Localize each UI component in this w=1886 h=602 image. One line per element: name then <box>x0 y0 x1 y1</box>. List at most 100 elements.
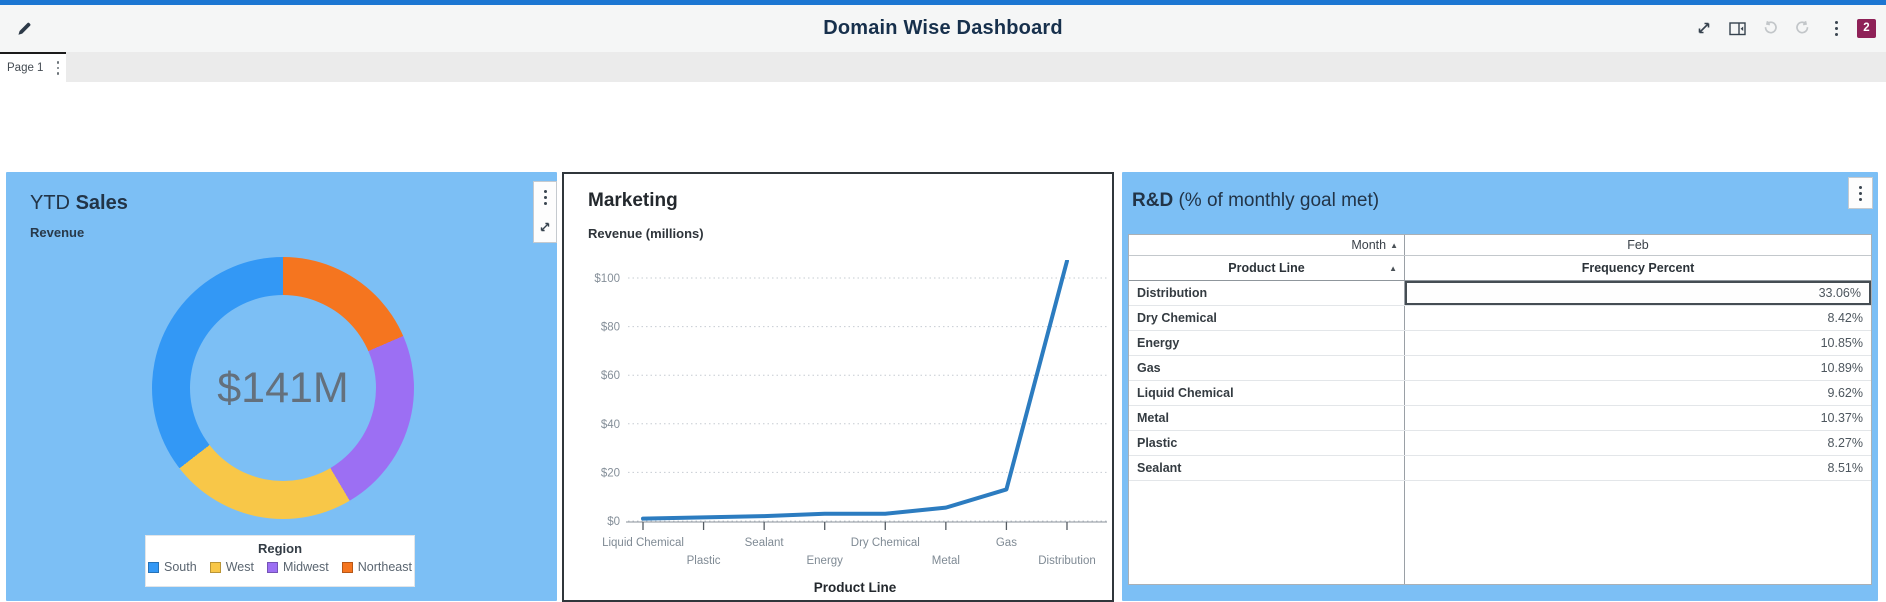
column-header-row: Product Line ▲ Frequency Percent <box>1129 256 1871 281</box>
tab-menu-icon[interactable] <box>56 61 59 75</box>
marketing-panel[interactable]: Marketing Revenue (millions) $0 $20 $40 $60… <box>562 172 1114 602</box>
rnd-crosstab-table: Month ▲ Feb Product Line ▲ Frequency Per… <box>1128 234 1872 585</box>
region-legend: Region South West Midwest Northeast <box>145 535 415 587</box>
product-cell[interactable]: Gas <box>1129 356 1406 380</box>
donut-hole: $141M <box>190 295 376 481</box>
rnd-panel-menu-button[interactable] <box>1852 184 1870 202</box>
x-category-label: Distribution <box>1038 555 1096 567</box>
redo-icon <box>1796 21 1809 34</box>
pencil-icon <box>17 22 31 35</box>
rnd-panel: R&D (% of monthly goal met) Month ▲ Feb … <box>1122 172 1878 601</box>
month-value-cell[interactable]: Feb <box>1405 235 1871 255</box>
ytd-panel-title: YTD Sales <box>30 192 128 215</box>
value-cell[interactable]: 8.42% <box>1827 311 1863 325</box>
rnd-panel-toolbar <box>1848 177 1873 209</box>
legend-swatch <box>341 561 353 573</box>
ytd-panel-expand-button[interactable] <box>536 218 554 236</box>
value-cell[interactable]: 10.89% <box>1820 361 1863 375</box>
table-row[interactable]: Metal 10.37% <box>1129 406 1871 431</box>
table-row[interactable]: Distribution 33.06% <box>1129 281 1871 306</box>
sort-asc-icon: ▲ <box>1389 263 1398 273</box>
maximize-button[interactable] <box>1692 16 1716 40</box>
legend-item-northeast[interactable]: Northeast <box>341 560 412 574</box>
value-cell[interactable]: 8.27% <box>1827 436 1863 450</box>
table-row[interactable]: Liquid Chemical 9.62% <box>1129 381 1871 406</box>
table-row[interactable]: Gas 10.89% <box>1129 356 1871 381</box>
table-row[interactable]: Sealant 8.51% <box>1129 456 1871 481</box>
ytd-sales-panel: YTD Sales Revenue $141M Region South West… <box>6 172 557 601</box>
kebab-icon <box>1859 185 1862 201</box>
product-cell[interactable]: Metal <box>1129 406 1406 430</box>
x-category-label: Sealant <box>745 537 785 549</box>
product-cell[interactable]: Plastic <box>1129 431 1406 455</box>
table-row[interactable]: Energy 10.85% <box>1129 331 1871 356</box>
revenue-series-line[interactable] <box>641 260 1069 521</box>
frequency-percent-header-cell[interactable]: Frequency Percent <box>1405 256 1871 280</box>
product-cell[interactable]: Sealant <box>1129 456 1406 480</box>
legend-swatch <box>266 561 278 573</box>
value-cell[interactable]: 9.62% <box>1827 386 1863 400</box>
table-row[interactable]: Plastic 8.27% <box>1129 431 1871 456</box>
x-category-label: Energy <box>806 555 843 567</box>
x-category-label: Liquid Chemical <box>602 537 684 549</box>
collapse-panel-icon <box>1728 21 1746 35</box>
page-tab-bar: Page 1 <box>0 52 1886 82</box>
product-cell[interactable]: Energy <box>1129 331 1406 355</box>
x-category-label: Plastic <box>687 555 721 567</box>
legend-swatch <box>148 561 160 573</box>
legend-label: South <box>164 560 197 574</box>
legend-item-west[interactable]: West <box>209 560 254 574</box>
product-line-header-cell[interactable]: Product Line ▲ <box>1129 256 1406 280</box>
tab-page-1[interactable]: Page 1 <box>0 52 66 82</box>
ytd-title-bold: Sales <box>75 192 128 214</box>
value-cell-selected[interactable]: 33.06% <box>1405 281 1871 305</box>
page-title: Domain Wise Dashboard <box>823 17 1063 39</box>
month-header-label: Month <box>1351 238 1387 252</box>
table-row[interactable]: Dry Chemical 8.42% <box>1129 306 1871 331</box>
month-header-cell[interactable]: Month ▲ <box>1129 235 1406 255</box>
y-tick-label: $0 <box>607 516 620 528</box>
y-tick-label: $100 <box>594 273 620 285</box>
product-cell[interactable]: Distribution <box>1129 281 1406 305</box>
revenue-line-chart: $0 $20 $40 $60 $80 $100 Liquid ChemicalPlastic… <box>594 260 1107 595</box>
rnd-panel-title: R&D (% of monthly goal met) <box>1132 190 1379 212</box>
top-accent-bar <box>0 0 1886 5</box>
table-body: Distribution 33.06% Dry Chemical 8.42% Energ… <box>1129 281 1871 481</box>
app-toolbar: Domain Wise Dashboard <box>0 5 1886 52</box>
more-options-button[interactable] <box>1824 16 1848 40</box>
value-cell[interactable]: 10.37% <box>1820 411 1863 425</box>
edit-button[interactable] <box>12 16 36 40</box>
legend-item-south[interactable]: South <box>148 560 197 574</box>
value-cell[interactable]: 10.85% <box>1820 336 1863 350</box>
x-category-label: Metal <box>932 555 960 567</box>
notification-badge[interactable]: 2 <box>1857 18 1876 38</box>
legend-swatch <box>209 561 221 573</box>
region-donut-chart[interactable]: $141M <box>152 257 414 519</box>
kebab-icon <box>1834 20 1838 36</box>
legend-label: West <box>225 560 254 574</box>
product-line-header-label: Product Line <box>1228 261 1305 275</box>
marketing-panel-title: Marketing <box>588 190 678 211</box>
y-tick-label: $60 <box>601 370 620 382</box>
product-cell[interactable]: Dry Chemical <box>1129 306 1406 330</box>
x-category-label: Dry Chemical <box>851 537 920 549</box>
table-empty-area <box>1129 481 1871 584</box>
donut-center-label: $141M <box>217 363 349 412</box>
ytd-panel-toolbar <box>533 181 557 243</box>
y-tick-label: $80 <box>601 322 620 334</box>
legend-item-midwest[interactable]: Midwest <box>266 560 329 574</box>
legend-items: South West Midwest Northeast <box>148 560 412 574</box>
rnd-title-suffix: (% of monthly goal met) <box>1173 190 1380 211</box>
kebab-icon <box>543 189 547 205</box>
x-axis-title: Product Line <box>814 580 897 595</box>
undo-button[interactable] <box>1758 16 1782 40</box>
redo-button[interactable] <box>1791 16 1815 40</box>
ytd-panel-menu-button[interactable] <box>536 188 554 206</box>
product-cell[interactable]: Liquid Chemical <box>1129 381 1406 405</box>
frequency-percent-header-label: Frequency Percent <box>1581 261 1695 275</box>
legend-label: Midwest <box>282 560 329 574</box>
right-panel-toggle-button[interactable] <box>1725 16 1749 40</box>
value-cell[interactable]: 8.51% <box>1827 461 1863 475</box>
y-tick-label: $40 <box>601 419 620 431</box>
ytd-title-prefix: YTD <box>30 192 70 214</box>
